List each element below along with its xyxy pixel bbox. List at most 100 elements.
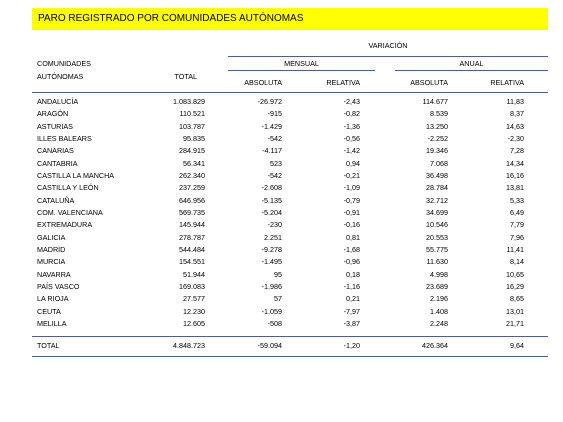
monthly-absolute: -5.204 bbox=[261, 207, 282, 217]
monthly-relative: -1,68 bbox=[343, 244, 360, 254]
monthly-relative: 0,18 bbox=[346, 269, 360, 279]
annual-relative: 8,14 bbox=[510, 257, 524, 267]
annual-relative: 10,65 bbox=[506, 269, 524, 279]
monthly-relative: 0,94 bbox=[346, 158, 360, 168]
column-header: RELATIVA bbox=[326, 78, 360, 87]
annual-relative: 11,41 bbox=[506, 244, 524, 254]
monthly-absolute: -508 bbox=[267, 318, 282, 328]
annual-absolute: 10.546 bbox=[426, 220, 448, 230]
region: CASTILLA LA MANCHA bbox=[37, 170, 115, 180]
monthly-relative: 0,21 bbox=[346, 294, 360, 304]
monthly-relative: -0,56 bbox=[343, 133, 360, 143]
monthly-relative: -1,20 bbox=[343, 341, 360, 350]
annual-absolute: 2.248 bbox=[430, 318, 448, 328]
total: 51.944 bbox=[183, 269, 205, 279]
annual-absolute: 8.539 bbox=[430, 109, 448, 119]
annual-relative: 13,81 bbox=[506, 183, 524, 193]
rule bbox=[32, 356, 548, 357]
total-header: TOTAL bbox=[174, 72, 198, 81]
total: 262.340 bbox=[179, 170, 205, 180]
annual-absolute: 11.630 bbox=[426, 257, 448, 267]
annual-relative: 7,28 bbox=[510, 146, 524, 156]
annual-relative: 9,64 bbox=[510, 341, 524, 350]
region: GALICIA bbox=[37, 232, 66, 242]
annual-relative: 7,96 bbox=[510, 232, 524, 242]
region: ANDALUCÍA bbox=[37, 97, 79, 106]
total: 27.577 bbox=[183, 294, 205, 304]
monthly-header: MENSUAL bbox=[284, 59, 319, 68]
region: CEUTA bbox=[37, 306, 61, 316]
annual-relative: 8,65 bbox=[510, 294, 524, 304]
region: NAVARRA bbox=[37, 269, 71, 279]
region-header: COMUNIDADES bbox=[37, 59, 91, 68]
region-header: AUTÓNOMAS bbox=[37, 72, 84, 81]
annual-relative: 5,33 bbox=[510, 195, 524, 205]
monthly-relative: -1,16 bbox=[343, 281, 360, 291]
region: CANTABRIA bbox=[37, 158, 78, 168]
region: MELILLA bbox=[37, 318, 67, 328]
total: 154.551 bbox=[179, 257, 205, 267]
total: 103.787 bbox=[179, 121, 205, 131]
monthly-absolute: -230 bbox=[267, 220, 282, 230]
region: COM. VALENCIANA bbox=[37, 207, 103, 217]
rule bbox=[228, 70, 375, 71]
total: 95.835 bbox=[183, 133, 205, 143]
monthly-absolute: -5.135 bbox=[261, 195, 282, 205]
monthly-absolute: -542 bbox=[267, 170, 282, 180]
annual-header: ANUAL bbox=[459, 59, 484, 68]
annual-absolute: 7.068 bbox=[430, 158, 448, 168]
region: LA RIOJA bbox=[37, 294, 69, 304]
total: 4.848.723 bbox=[173, 341, 205, 350]
region: MURCIA bbox=[37, 257, 66, 267]
annual-absolute: 20.553 bbox=[426, 232, 448, 242]
annual-relative: 14,34 bbox=[506, 158, 524, 168]
total: 278.787 bbox=[179, 232, 205, 242]
monthly-absolute: -26.972 bbox=[257, 97, 282, 106]
rule bbox=[32, 92, 548, 93]
total: 169.083 bbox=[179, 281, 205, 291]
total: 56.341 bbox=[183, 158, 205, 168]
annual-relative: 6,49 bbox=[510, 207, 524, 217]
monthly-absolute: 95 bbox=[274, 269, 282, 279]
monthly-absolute: -1.495 bbox=[261, 257, 282, 267]
annual-absolute: 2.196 bbox=[430, 294, 448, 304]
annual-absolute: 114.677 bbox=[422, 97, 448, 106]
region: TOTAL bbox=[37, 341, 60, 350]
total: 12.605 bbox=[183, 318, 205, 328]
monthly-relative: 0,81 bbox=[346, 232, 360, 242]
monthly-relative: -3,87 bbox=[343, 318, 360, 328]
total: 284.915 bbox=[179, 146, 205, 156]
region: MADRID bbox=[37, 244, 66, 254]
column-header: ABSOLUTA bbox=[410, 78, 448, 87]
annual-relative: 14,63 bbox=[506, 121, 524, 131]
monthly-absolute: -4.117 bbox=[262, 146, 282, 156]
monthly-absolute: 57 bbox=[274, 294, 282, 304]
monthly-relative: -1,42 bbox=[343, 146, 360, 156]
monthly-relative: -1,36 bbox=[343, 121, 360, 131]
monthly-relative: -2,43 bbox=[343, 97, 360, 106]
rule bbox=[228, 56, 548, 57]
annual-relative: 8,37 bbox=[510, 109, 524, 119]
total: 237.259 bbox=[179, 183, 205, 193]
annual-absolute: 32.712 bbox=[426, 195, 448, 205]
annual-relative: 16,29 bbox=[506, 281, 524, 291]
monthly-absolute: 523 bbox=[270, 158, 282, 168]
region: CANARIAS bbox=[37, 146, 74, 156]
monthly-absolute: -542 bbox=[267, 133, 282, 143]
monthly-relative: -0,16 bbox=[343, 220, 360, 230]
annual-absolute: 1.408 bbox=[430, 306, 448, 316]
total: 569.735 bbox=[179, 207, 205, 217]
region: PAÍS VASCO bbox=[37, 281, 80, 291]
monthly-absolute: -1.059 bbox=[261, 306, 282, 316]
title: PARO REGISTRADO POR COMUNIDADES AUTÓNOMA… bbox=[32, 8, 548, 30]
monthly-absolute: -1.429 bbox=[261, 121, 282, 131]
monthly-relative: -0,79 bbox=[343, 195, 360, 205]
annual-absolute: -2.252 bbox=[427, 133, 448, 143]
annual-absolute: 13.250 bbox=[426, 121, 448, 131]
annual-relative: 13,01 bbox=[506, 306, 524, 316]
column-header: RELATIVA bbox=[490, 78, 524, 87]
region: ASTURIAS bbox=[37, 121, 73, 131]
region: EXTREMADURA bbox=[37, 220, 93, 230]
monthly-relative: -0,96 bbox=[343, 257, 360, 267]
